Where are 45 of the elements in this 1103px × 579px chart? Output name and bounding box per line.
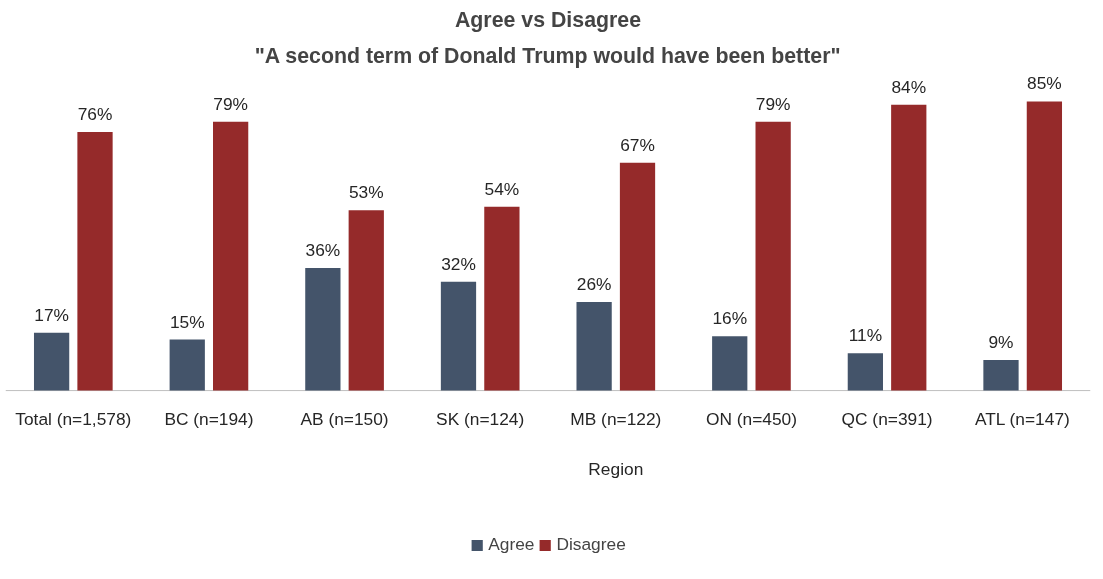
bar (33, 332, 70, 391)
data-label: 17% (34, 304, 69, 325)
data-label: 84% (891, 76, 927, 97)
bar (1026, 101, 1063, 391)
x-tick-label: AB (n=150) (300, 408, 389, 429)
data-label: 32% (441, 253, 476, 274)
x-tick-label: ATL (n=147) (974, 408, 1070, 429)
bar (891, 104, 927, 391)
bar (77, 132, 113, 391)
bar (847, 353, 883, 391)
bar (619, 162, 656, 391)
x-tick-label: BC (n=194) (164, 408, 254, 429)
data-label: 76% (77, 104, 113, 125)
data-label: 85% (1027, 73, 1062, 94)
x-tick-label: ON (n=450) (705, 408, 797, 429)
bar (213, 121, 249, 391)
bar (712, 336, 748, 391)
legend-label: Agree (488, 534, 535, 555)
bar (348, 210, 384, 391)
chart-title: Agree vs Disagree (454, 7, 642, 32)
chart-subtitle: "A second term of Donald Trump would have been better" (254, 43, 841, 68)
x-tick-label: Total (n=1,578) (15, 408, 132, 429)
data-label: 67% (620, 134, 655, 155)
bar (755, 121, 791, 391)
x-tick-label: QC (n=391) (841, 408, 933, 429)
data-label: 53% (348, 182, 384, 203)
data-label: 16% (712, 308, 748, 329)
text: Region (588, 458, 644, 479)
bar (576, 302, 612, 391)
data-label: 15% (169, 311, 205, 332)
x-tick-label: MB (n=122) (570, 408, 662, 429)
data-label: 11% (848, 325, 883, 346)
data-label: 79% (755, 93, 791, 114)
bar (983, 359, 1019, 391)
data-label: 79% (213, 93, 248, 114)
data-label: 36% (305, 240, 341, 261)
data-label: 26% (576, 274, 612, 295)
x-tick-label: SK (n=124) (436, 408, 525, 429)
bar (484, 206, 520, 391)
legend-label: Disagree (556, 534, 626, 555)
bar (305, 268, 341, 391)
bar (169, 339, 205, 391)
bar (440, 281, 477, 391)
data-label: 9% (988, 331, 1014, 352)
data-label: 54% (484, 178, 520, 199)
